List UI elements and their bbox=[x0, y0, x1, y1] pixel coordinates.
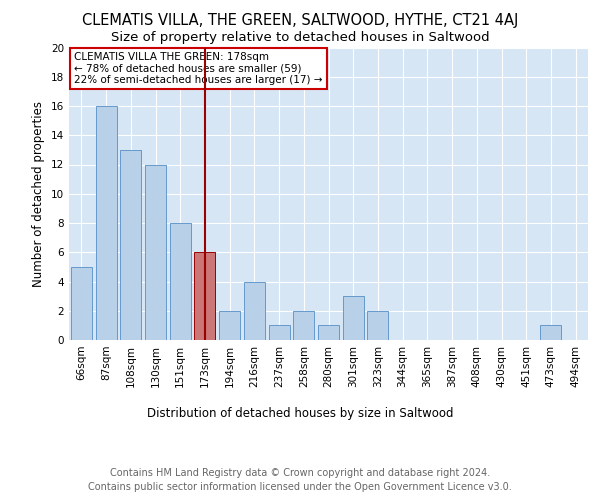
Bar bbox=[541, 326, 562, 340]
Text: Size of property relative to detached houses in Saltwood: Size of property relative to detached ho… bbox=[110, 31, 490, 44]
Bar bbox=[219, 310, 240, 340]
Bar bbox=[269, 326, 290, 340]
Bar bbox=[343, 296, 364, 340]
Bar bbox=[367, 310, 388, 340]
Bar bbox=[194, 252, 215, 340]
Bar bbox=[120, 150, 141, 340]
Bar bbox=[318, 326, 339, 340]
Bar bbox=[71, 267, 92, 340]
Bar bbox=[95, 106, 116, 340]
Bar bbox=[293, 310, 314, 340]
Bar bbox=[145, 164, 166, 340]
Y-axis label: Number of detached properties: Number of detached properties bbox=[32, 101, 46, 287]
Text: CLEMATIS VILLA THE GREEN: 178sqm
← 78% of detached houses are smaller (59)
22% o: CLEMATIS VILLA THE GREEN: 178sqm ← 78% o… bbox=[74, 52, 323, 85]
Text: CLEMATIS VILLA, THE GREEN, SALTWOOD, HYTHE, CT21 4AJ: CLEMATIS VILLA, THE GREEN, SALTWOOD, HYT… bbox=[82, 12, 518, 28]
Text: Distribution of detached houses by size in Saltwood: Distribution of detached houses by size … bbox=[147, 408, 453, 420]
Bar bbox=[244, 282, 265, 340]
Text: Contains HM Land Registry data © Crown copyright and database right 2024.
Contai: Contains HM Land Registry data © Crown c… bbox=[88, 468, 512, 491]
Bar bbox=[170, 223, 191, 340]
